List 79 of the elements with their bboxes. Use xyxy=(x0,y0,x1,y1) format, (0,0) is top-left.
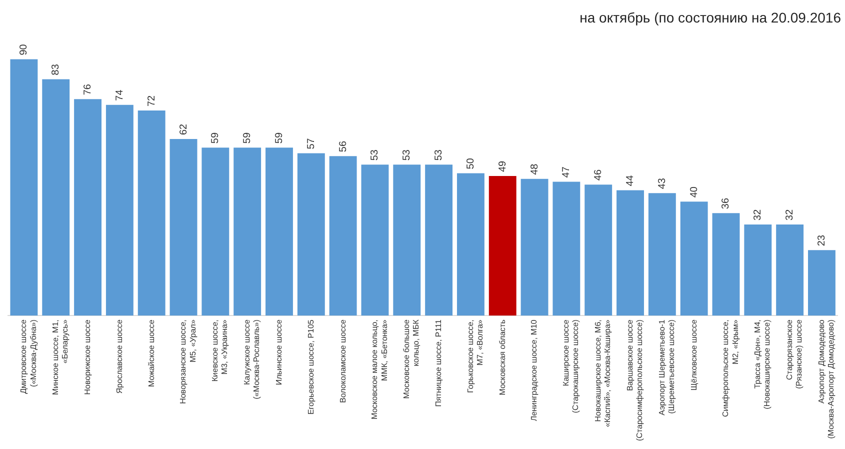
x-tick-label: Волоколамское шоссе xyxy=(338,319,348,403)
x-tick-label: Аэропорт Шереметьево-1 (Шереметьевское шоссе) xyxy=(657,319,676,416)
data-label: 43 xyxy=(656,178,668,190)
data-label: 90 xyxy=(18,44,30,56)
x-tick-label: Калужское шоссе («Москва-Рославль») xyxy=(242,319,262,400)
data-label: 62 xyxy=(178,123,190,136)
data-label: 59 xyxy=(242,132,254,144)
x-tick-label: Егорьевское шоссе, Р105 xyxy=(306,319,316,415)
bar xyxy=(584,184,612,316)
x-tick-label: Пятницкое шоссе, Р111 xyxy=(434,319,443,407)
x-tick-label: Ленинградское шоссе, М10 xyxy=(530,319,539,422)
bar xyxy=(266,148,293,316)
data-label: 59 xyxy=(274,132,285,144)
data-label: 57 xyxy=(306,138,317,150)
data-label: 59 xyxy=(210,132,222,144)
bar xyxy=(138,110,166,316)
bar xyxy=(648,193,676,316)
x-tick-label: Можайское шоссе xyxy=(146,319,156,388)
data-label: 23 xyxy=(816,234,828,246)
data-label: 53 xyxy=(434,149,445,161)
bar xyxy=(808,250,836,316)
data-label: 44 xyxy=(625,174,636,186)
x-tick-label: Аэропорт Домодедово (Москва-Аэропорт Домодедово) xyxy=(816,319,836,439)
bar xyxy=(776,224,804,316)
bar xyxy=(425,164,453,316)
data-label: 32 xyxy=(752,208,764,220)
x-tick-label: Московское малое кольцо, ММК, «Бетонка» xyxy=(370,319,389,420)
x-tick-label: Щёлковское шоссе xyxy=(689,319,698,390)
x-tick-label: Новорижское шоссе xyxy=(82,319,92,395)
x-tick-label: Киевское шоссе, М3, «Украина» xyxy=(210,319,230,382)
data-label: 36 xyxy=(720,198,732,210)
x-tick-label: Московское большое кольцо, МБК xyxy=(402,319,421,399)
x-tick-label: Ильинское шоссе xyxy=(274,319,284,386)
data-label: 74 xyxy=(114,89,126,101)
bar xyxy=(106,104,134,316)
data-label: 47 xyxy=(561,166,572,178)
data-label: 48 xyxy=(529,163,540,175)
bar xyxy=(712,213,740,316)
x-tick-label: Горьковское шоссе, М7, «Волга» xyxy=(466,319,485,393)
x-tick-label: Минское шоссе, М1, «Беларусь» xyxy=(51,319,70,395)
bar xyxy=(744,224,772,316)
bar xyxy=(74,99,102,316)
x-tick-label: Московская область xyxy=(498,320,507,396)
data-label: 53 xyxy=(402,149,413,161)
data-label: 83 xyxy=(50,64,62,76)
bar xyxy=(297,153,325,316)
x-tick-label: Новокаширское шоссе, М6, «Каспий», «Москва-Кашира» xyxy=(594,319,612,428)
bar xyxy=(361,164,389,316)
x-tick-label: Варшавское шоссе (Старосимферопольское шоссе) xyxy=(625,319,644,442)
data-label: 40 xyxy=(688,186,700,198)
bar xyxy=(680,202,708,316)
x-tick-label: Новорязанское шоссе, М5, «Урал» xyxy=(178,319,198,404)
x-tick-label: Каширское шоссе (Старокаширское шоссе) xyxy=(562,319,580,414)
data-label: 49 xyxy=(497,160,508,172)
bar xyxy=(329,156,357,316)
x-tick-label: Ярославское шоссе xyxy=(114,319,124,394)
bar xyxy=(456,173,484,316)
data-label: 72 xyxy=(146,94,158,107)
bar xyxy=(42,79,70,316)
bar xyxy=(520,178,548,316)
x-tick-label: Трасса «Дон», М4, (Новокаширское шоссе) xyxy=(753,319,772,410)
x-tick-label: Симферопольское шоссе, М2, «Крым» xyxy=(721,319,740,417)
data-label: 53 xyxy=(370,149,381,161)
bar xyxy=(10,59,38,316)
x-tick-label: Дмитровское шоссе («Москва-Дубна») xyxy=(19,319,38,394)
chart-title: на октябрь (по состоянию на 20.09.2016 xyxy=(580,9,842,26)
bar xyxy=(393,164,421,316)
bar xyxy=(488,176,516,316)
bar xyxy=(234,148,262,316)
bar xyxy=(552,182,580,316)
data-label: 56 xyxy=(338,140,349,152)
x-tick-label: Старорязанское (Рязанское) шоссе xyxy=(785,319,804,389)
bar xyxy=(202,148,230,316)
data-label: 32 xyxy=(784,208,796,220)
bar xyxy=(170,139,198,316)
data-label: 50 xyxy=(465,158,476,170)
data-label: 76 xyxy=(82,84,94,96)
data-label: 46 xyxy=(593,169,604,181)
bar xyxy=(616,190,644,316)
